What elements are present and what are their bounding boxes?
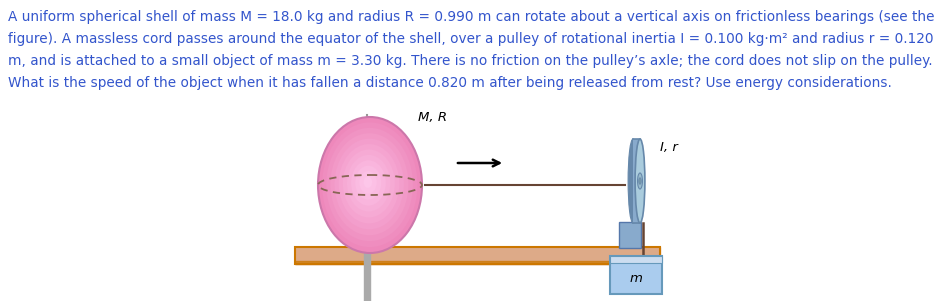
Text: M, R: M, R [418, 111, 447, 125]
Bar [619, 222, 641, 248]
Text: I, r: I, r [660, 141, 678, 154]
Text: m, and is attached to a small object of mass m = 3.30 kg. There is no friction o: m, and is attached to a small object of … [8, 54, 932, 68]
Ellipse shape [352, 160, 385, 206]
Ellipse shape [338, 144, 400, 223]
Ellipse shape [639, 178, 641, 184]
Ellipse shape [355, 166, 382, 200]
Ellipse shape [359, 171, 377, 194]
Ellipse shape [628, 139, 638, 223]
Ellipse shape [364, 176, 372, 188]
Ellipse shape [637, 173, 642, 189]
Text: A uniform spherical shell of mass M = 18.0 kg and radius R = 0.990 m can rotate : A uniform spherical shell of mass M = 18… [8, 10, 934, 24]
Text: figure). A massless cord passes around the equator of the shell, over a pulley o: figure). A massless cord passes around t… [8, 32, 933, 46]
Ellipse shape [318, 117, 422, 253]
Ellipse shape [347, 155, 390, 212]
Ellipse shape [331, 133, 408, 235]
Text: m: m [630, 272, 642, 286]
Ellipse shape [635, 139, 645, 223]
Bar [610, 256, 662, 294]
Ellipse shape [322, 123, 417, 247]
Bar [610, 256, 662, 263]
Ellipse shape [343, 150, 395, 217]
Text: What is the speed of the object when it has fallen a distance 0.820 m after bein: What is the speed of the object when it … [8, 76, 892, 90]
Polygon shape [364, 247, 370, 301]
Polygon shape [295, 261, 660, 264]
Bar [633, 139, 640, 223]
Ellipse shape [326, 128, 413, 241]
Ellipse shape [335, 139, 404, 229]
Polygon shape [295, 247, 660, 264]
Bar [295, 247, 660, 264]
